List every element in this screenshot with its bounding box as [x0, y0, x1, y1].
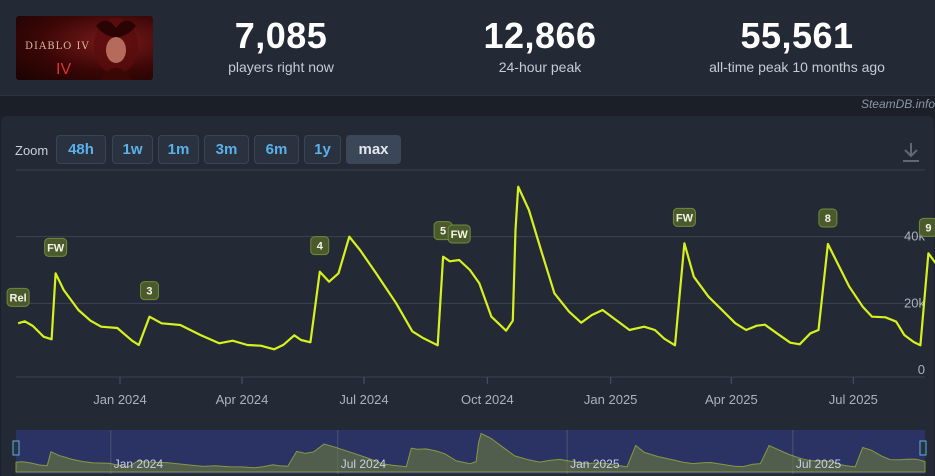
zoom-1m-button[interactable]: 1m	[158, 135, 199, 164]
all-time-peak-label: all-time peak 10 months ago	[709, 59, 885, 75]
navigator-tick-label: Jul 2025	[796, 457, 842, 471]
current-players-value: 7,085	[234, 15, 328, 56]
svg-text:IV: IV	[56, 61, 71, 78]
stat-24h-peak: 12,866 24-hour peak	[460, 14, 620, 76]
zoom-6m-button[interactable]: 6m	[254, 135, 299, 164]
zoom-3m-button[interactable]: 3m	[204, 135, 249, 164]
stat-all-time-peak: 55,561 all-time peak 10 months ago	[687, 14, 907, 76]
navigator-right-handle[interactable]	[919, 440, 927, 456]
navigator-tick-label: Jul 2024	[341, 457, 387, 471]
header-panel: IV DIABLO IV 7,085 players right now 12,…	[0, 0, 935, 96]
zoom-1y-button[interactable]: 1y	[304, 135, 341, 164]
zoom-label: Zoom	[15, 143, 49, 158]
stat-current-players: 7,085 players right now	[201, 14, 361, 76]
peak-24h-label: 24-hour peak	[498, 59, 582, 75]
peak-24h-value: 12,866	[483, 15, 597, 56]
all-time-peak-value: 55,561	[740, 15, 854, 56]
zoom-1w-button[interactable]: 1w	[112, 135, 153, 164]
logo-artwork: IV	[56, 18, 138, 80]
navigator-tick-label: Jan 2024	[114, 457, 164, 471]
current-players-label: players right now	[228, 59, 334, 75]
zoom-max-button[interactable]: max	[346, 135, 401, 164]
navigator-tick-label: Jan 2025	[570, 457, 620, 471]
zoom-48h-button[interactable]: 48h	[56, 135, 106, 164]
game-logo[interactable]: IV DIABLO IV	[16, 16, 153, 80]
navigator-area	[15, 432, 926, 473]
steamdb-credit[interactable]: SteamDB.info	[860, 97, 935, 111]
download-icon[interactable]	[902, 141, 920, 163]
logo-wordmark: DIABLO IV	[25, 41, 90, 52]
navigator-left-handle[interactable]	[12, 440, 20, 456]
